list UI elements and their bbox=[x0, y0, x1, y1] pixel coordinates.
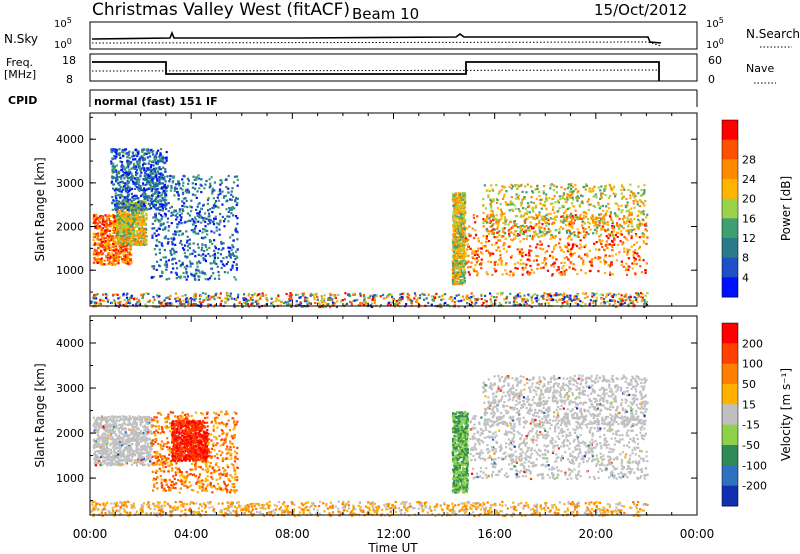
colorbar-tick-label: -50 bbox=[742, 439, 760, 452]
nsearch-line bbox=[91, 41, 662, 47]
nsky-tick-top: 105 bbox=[54, 16, 72, 30]
colorbar-tick-label: -100 bbox=[742, 459, 767, 472]
colorbar-segment bbox=[722, 120, 738, 141]
colorbar-tick-label: -200 bbox=[742, 480, 767, 493]
data-cells bbox=[90, 148, 649, 309]
colorbar-tick-label: 20 bbox=[742, 193, 756, 206]
y-tick-label: 3000 bbox=[56, 177, 84, 190]
colorbar-segment bbox=[722, 218, 738, 239]
data-cells bbox=[90, 374, 649, 518]
colorbar-segment bbox=[722, 323, 738, 344]
x-tick-label: 00:00 bbox=[680, 527, 715, 541]
colorbar-segment bbox=[722, 238, 738, 259]
y-tick-label: 4000 bbox=[56, 337, 84, 350]
beam-label: Beam 10 bbox=[352, 5, 419, 23]
y-tick-label: 3000 bbox=[56, 382, 84, 395]
colorbar-segment bbox=[722, 465, 738, 487]
colorbar-frame bbox=[721, 119, 739, 298]
colorbar-tick-label: 4 bbox=[742, 271, 749, 284]
colorbar-tick-label: 200 bbox=[742, 337, 763, 350]
colorbar-tick-label: 50 bbox=[742, 378, 756, 391]
freq-panel bbox=[89, 53, 698, 82]
nave-tick-top: 60 bbox=[708, 54, 722, 67]
velocity-panel: 1000 2000 3000 4000 Slant Range [km] 200 100 50… bbox=[33, 315, 793, 518]
nsearch-label: N.Search bbox=[746, 27, 800, 41]
colorbar-tick-label: -15 bbox=[742, 419, 760, 432]
colorbar-frame bbox=[721, 322, 739, 507]
power-panel: 1000 2000 3000 4000 Slant Range [km] 4 8 12 16 20… bbox=[33, 112, 793, 309]
colorbar-tick-label: 16 bbox=[742, 212, 756, 225]
colorbar-segment bbox=[722, 485, 738, 507]
colorbar-tick-label: 24 bbox=[742, 173, 756, 186]
colorbar-segment bbox=[722, 424, 738, 446]
y-axis-label: Slant Range [km] bbox=[33, 363, 47, 467]
nsky-panel bbox=[89, 21, 698, 50]
date-label: 15/Oct/2012 bbox=[594, 1, 687, 19]
x-axis-label: Time UT bbox=[367, 541, 418, 554]
nsearch-tick-bottom: 100 bbox=[706, 37, 724, 51]
freq-label-1: Freq. bbox=[6, 56, 33, 69]
freq-tick-bottom: 8 bbox=[66, 73, 73, 86]
colorbar-segment bbox=[722, 159, 738, 180]
x-tick-label: 16:00 bbox=[477, 527, 512, 541]
y-tick-label: 2000 bbox=[56, 427, 84, 440]
x-tick-label: 08:00 bbox=[275, 527, 310, 541]
colorbar-label: Power [dB] bbox=[779, 176, 793, 241]
freq-label-2: [MHz] bbox=[4, 68, 36, 81]
nsky-label: N.Sky bbox=[4, 32, 38, 46]
y-tick-label: 1000 bbox=[56, 264, 84, 277]
cpid-label: CPID bbox=[8, 94, 37, 107]
colorbar-segment bbox=[722, 139, 738, 160]
colorbar-segment bbox=[722, 257, 738, 278]
colorbar-segment bbox=[722, 404, 738, 426]
nave-tick-bottom: 0 bbox=[708, 73, 715, 86]
y-tick-label: 2000 bbox=[56, 221, 84, 234]
x-tick-label: 04:00 bbox=[174, 527, 209, 541]
x-axis: 00:00 04:00 08:00 12:00 16:00 20:00 00:00 bbox=[73, 527, 715, 541]
colorbar-segment bbox=[722, 384, 738, 405]
colorbar-label: Velocity [m s⁻¹] bbox=[779, 368, 793, 461]
nsearch-tick-top: 105 bbox=[706, 16, 724, 30]
y-tick-label: 4000 bbox=[56, 133, 84, 146]
freq-line bbox=[92, 61, 660, 81]
colorbar-segment bbox=[722, 343, 738, 365]
colorbar-tick-label: 28 bbox=[742, 153, 756, 166]
colorbar-segment bbox=[722, 277, 738, 298]
freq-tick-top: 18 bbox=[62, 54, 76, 67]
x-tick-label: 00:00 bbox=[73, 527, 108, 541]
x-tick-label: 20:00 bbox=[579, 527, 614, 541]
nsky-tick-bottom: 100 bbox=[54, 37, 72, 51]
station-title: Christmas Valley West (fitACF) bbox=[92, 0, 350, 20]
colorbar-tick-label: 15 bbox=[742, 398, 756, 411]
colorbar-segment bbox=[722, 445, 738, 466]
y-axis-label: Slant Range [km] bbox=[33, 157, 47, 261]
nave-label: Nave bbox=[746, 62, 774, 75]
colorbar-segment bbox=[722, 179, 738, 200]
y-tick-label: 1000 bbox=[56, 472, 84, 485]
x-tick-label: 12:00 bbox=[376, 527, 411, 541]
colorbar-tick-label: 100 bbox=[742, 358, 763, 371]
colorbar-tick-label: 8 bbox=[742, 252, 749, 265]
cpid-value: normal (fast) 151 IF bbox=[94, 95, 218, 108]
nave-line bbox=[91, 69, 660, 72]
nsky-line bbox=[91, 30, 662, 44]
colorbar-segment bbox=[722, 363, 738, 385]
colorbar-tick-label: 12 bbox=[742, 232, 756, 245]
colorbar-segment bbox=[722, 198, 738, 219]
